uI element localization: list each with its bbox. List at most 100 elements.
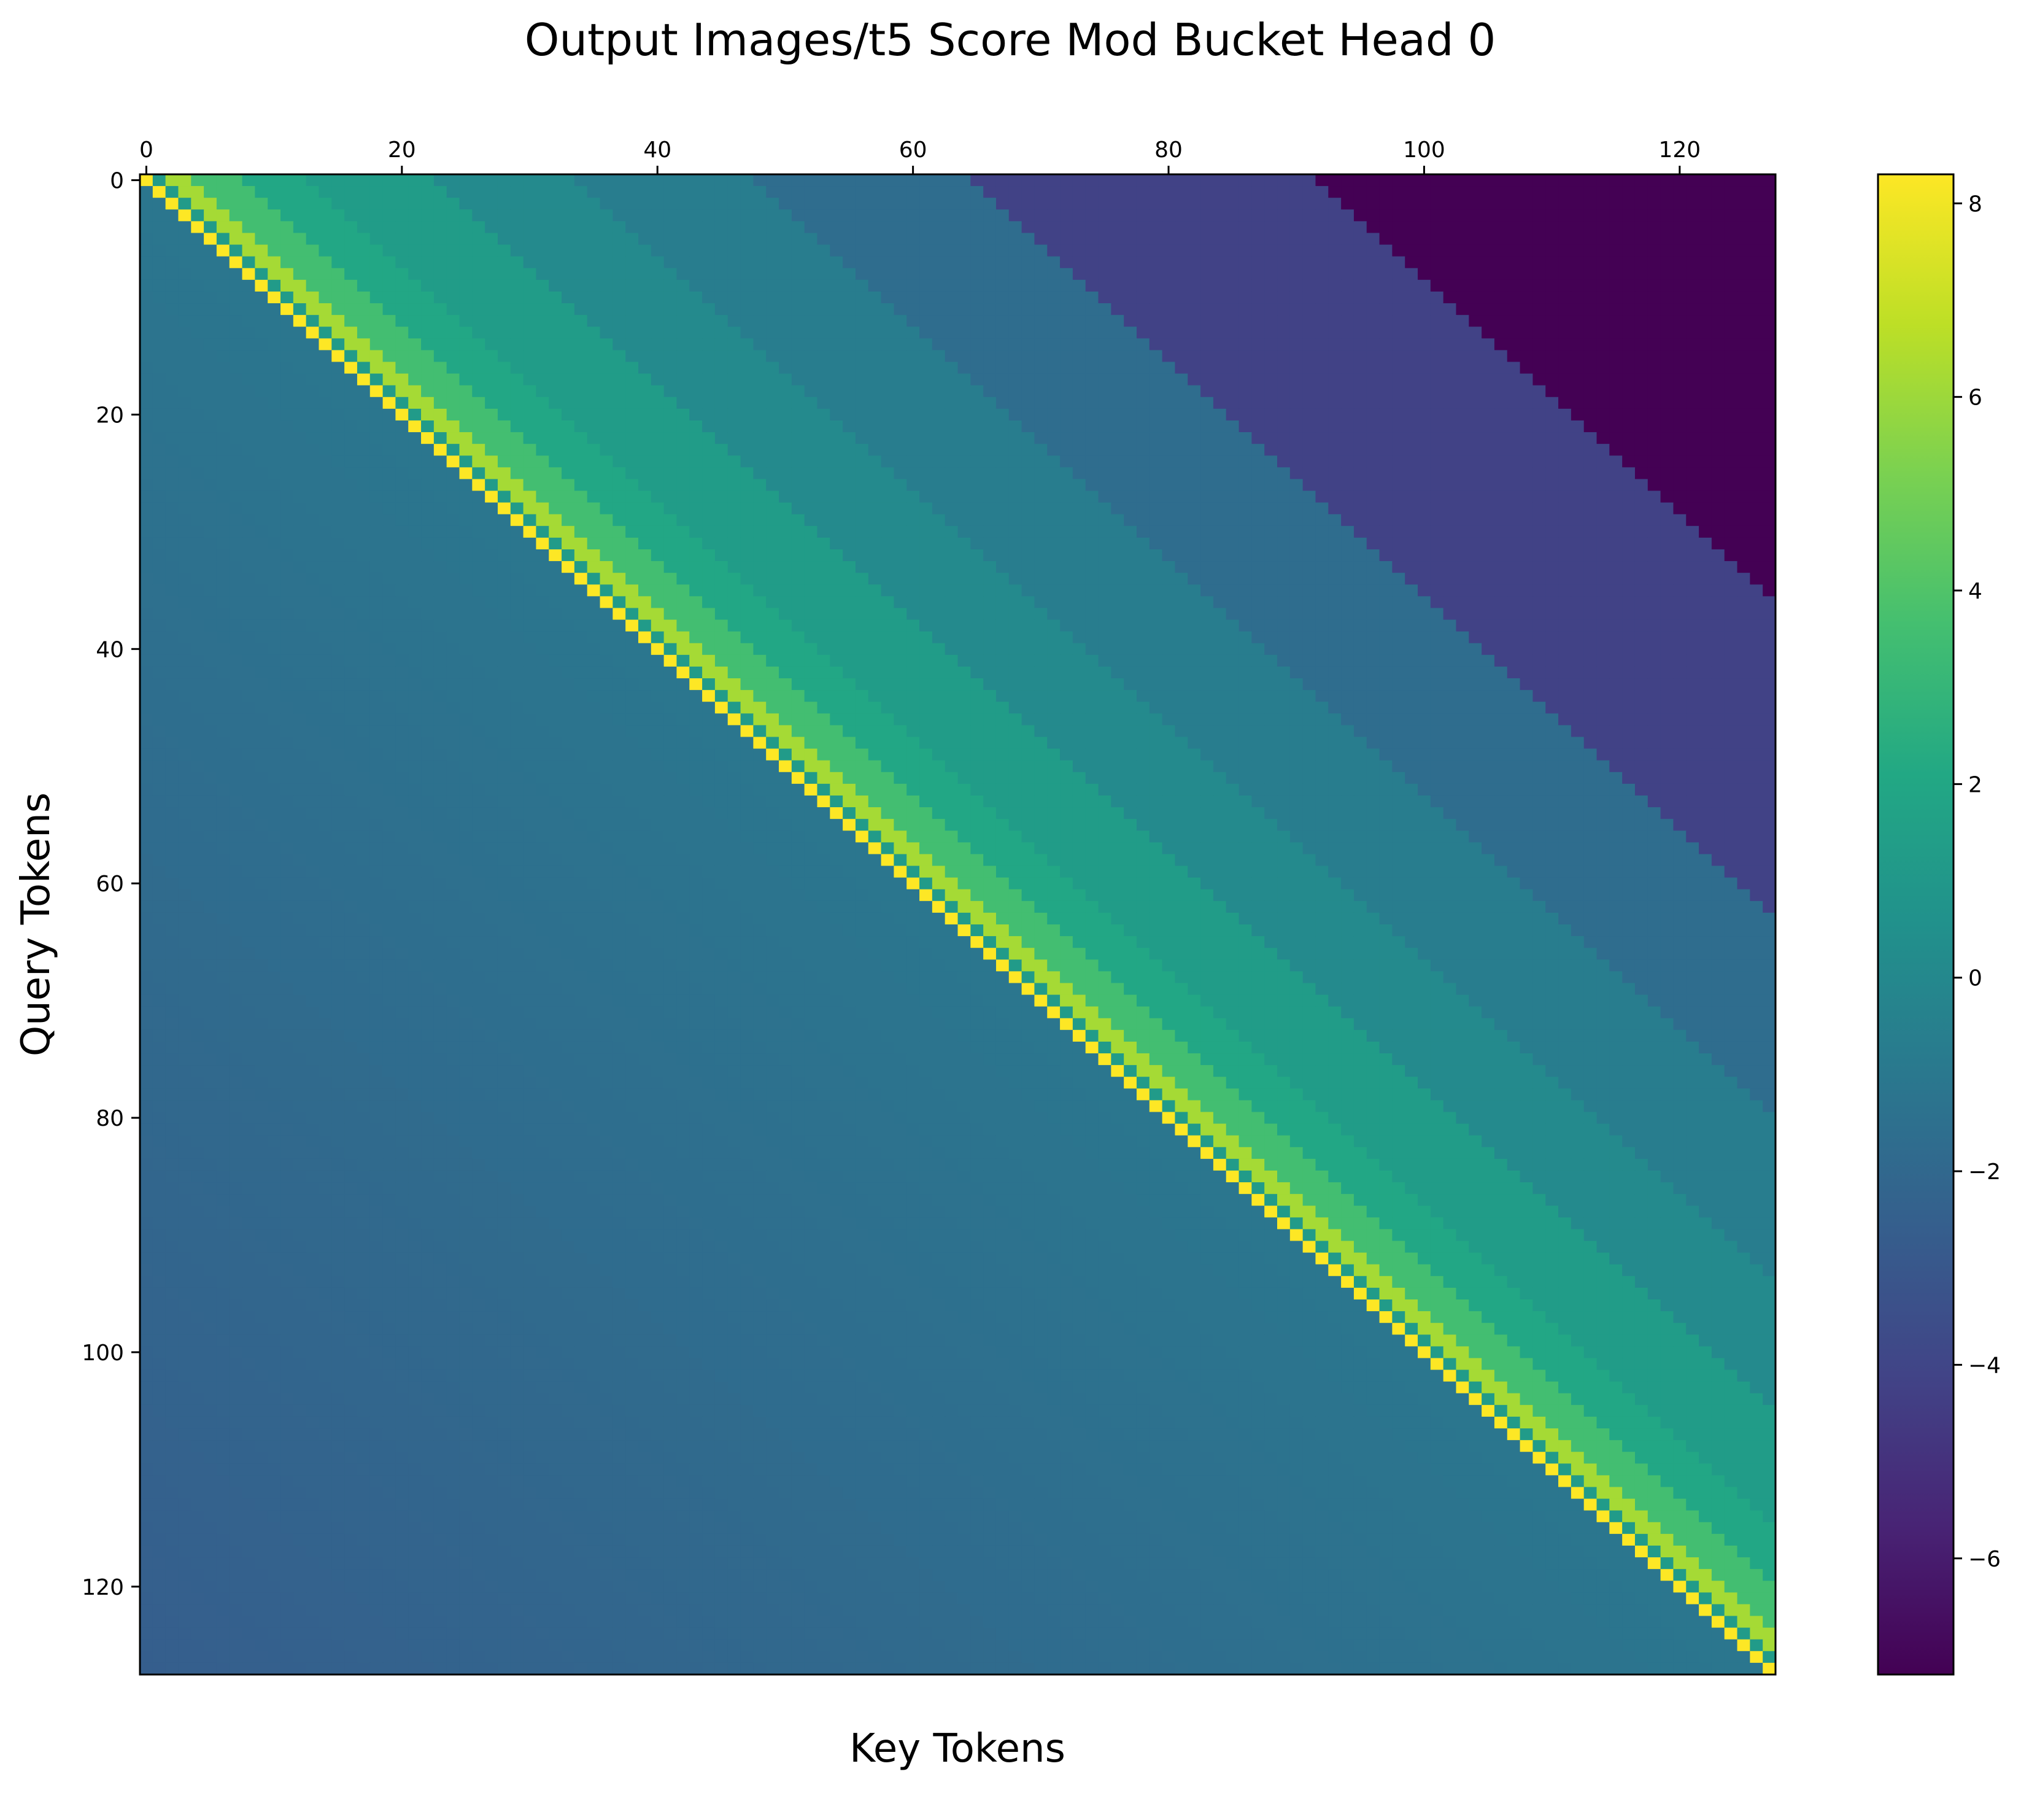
heatmap-cell — [1737, 291, 1750, 304]
heatmap-cell — [1060, 350, 1073, 363]
heatmap-cell — [881, 327, 894, 339]
heatmap-cell — [510, 268, 524, 281]
heatmap-cell — [1353, 327, 1367, 339]
heatmap-cell — [957, 619, 971, 632]
heatmap-cell — [1111, 385, 1124, 398]
heatmap-cell — [1482, 490, 1495, 503]
heatmap-cell — [1673, 373, 1687, 386]
heatmap-cell — [242, 467, 255, 480]
heatmap-cell — [204, 221, 217, 234]
heatmap-cell — [1494, 209, 1508, 222]
heatmap-cell — [1686, 525, 1699, 538]
heatmap-cell — [651, 573, 665, 585]
heatmap-cell — [1430, 408, 1444, 421]
heatmap-cell — [1507, 362, 1521, 374]
heatmap-cell — [293, 327, 307, 339]
heatmap-cell — [1149, 467, 1163, 480]
heatmap-cell — [1251, 186, 1265, 198]
heatmap-cell — [523, 525, 537, 538]
heatmap-cell — [1456, 268, 1469, 281]
heatmap-cell — [1226, 186, 1240, 198]
heatmap-cell — [1673, 608, 1687, 621]
heatmap-cell — [1686, 373, 1699, 386]
heatmap-cell — [510, 525, 524, 538]
heatmap-cell — [995, 268, 1010, 281]
heatmap-cell — [1622, 514, 1636, 527]
heatmap-cell — [1302, 420, 1316, 433]
heatmap-cell — [510, 362, 524, 374]
heatmap-cell — [676, 537, 690, 550]
heatmap-cell — [1098, 525, 1111, 538]
heatmap-cell — [1392, 596, 1405, 609]
heatmap-cell — [536, 362, 549, 374]
heatmap-cell — [932, 444, 946, 456]
heatmap-cell — [995, 198, 1010, 210]
heatmap-cell — [855, 573, 869, 585]
heatmap-cell — [817, 584, 830, 597]
heatmap-cell — [1021, 596, 1035, 609]
heatmap-cell — [1392, 561, 1405, 573]
heatmap-cell — [1277, 233, 1291, 246]
heatmap-cell — [1545, 619, 1559, 632]
heatmap-cell — [1200, 467, 1214, 480]
heatmap-cell — [1098, 479, 1111, 492]
heatmap-cell — [663, 198, 678, 210]
heatmap-cell — [562, 561, 575, 573]
heatmap-cell — [523, 291, 537, 304]
heatmap-cell — [140, 420, 153, 433]
heatmap-cell — [574, 549, 588, 562]
heatmap-cell — [1430, 233, 1444, 246]
heatmap-cell — [382, 233, 396, 246]
heatmap-cell — [1047, 549, 1061, 562]
heatmap-cell — [1443, 362, 1457, 374]
heatmap-cell — [1111, 525, 1124, 538]
heatmap-cell — [1149, 186, 1163, 198]
heatmap-cell — [1571, 467, 1585, 480]
heatmap-cell — [1021, 525, 1035, 538]
heatmap-cell — [1673, 479, 1687, 492]
heatmap-cell — [1494, 514, 1508, 527]
heatmap-cell — [1034, 221, 1048, 234]
heatmap-cell — [574, 362, 588, 374]
heatmap-cell — [766, 584, 779, 597]
heatmap-cell — [1328, 279, 1342, 292]
heatmap-cell — [1609, 338, 1623, 350]
heatmap-cell — [1609, 444, 1623, 456]
heatmap-cell — [1226, 373, 1240, 386]
heatmap-cell — [791, 233, 805, 246]
heatmap-cell — [1469, 198, 1482, 210]
heatmap-cell — [1072, 561, 1086, 573]
heatmap-cell — [1289, 525, 1304, 538]
heatmap-cell — [433, 385, 447, 398]
heatmap-cell — [1392, 256, 1405, 269]
heatmap-cell — [1545, 525, 1559, 538]
heatmap-cell — [1341, 619, 1354, 632]
heatmap-cell — [970, 561, 984, 573]
heatmap-cell — [1724, 490, 1738, 503]
heatmap-cell — [600, 514, 613, 527]
heatmap-cell — [1021, 291, 1035, 304]
heatmap-cell — [255, 244, 268, 257]
heatmap-cell — [1520, 561, 1534, 573]
heatmap-cell — [791, 525, 805, 538]
heatmap-cell — [382, 467, 396, 480]
heatmap-cell — [1520, 502, 1534, 515]
heatmap-cell — [881, 408, 894, 421]
heatmap-cell — [1213, 514, 1227, 527]
heatmap-cell — [1060, 408, 1073, 421]
heatmap-cell — [600, 537, 613, 550]
heatmap-cell — [536, 279, 549, 292]
heatmap-cell — [268, 268, 281, 281]
heatmap-cell — [1366, 490, 1380, 503]
heatmap-cell — [625, 455, 639, 468]
heatmap-cell — [369, 279, 384, 292]
heatmap-cell — [1647, 327, 1661, 339]
heatmap-cell — [319, 608, 332, 621]
heatmap-cell — [319, 455, 332, 468]
heatmap-cell — [970, 315, 984, 327]
heatmap-cell — [152, 256, 166, 269]
heatmap-cell — [344, 315, 358, 327]
heatmap-cell — [1571, 561, 1585, 573]
heatmap-cell — [344, 362, 358, 374]
heatmap-cell — [1622, 573, 1636, 585]
